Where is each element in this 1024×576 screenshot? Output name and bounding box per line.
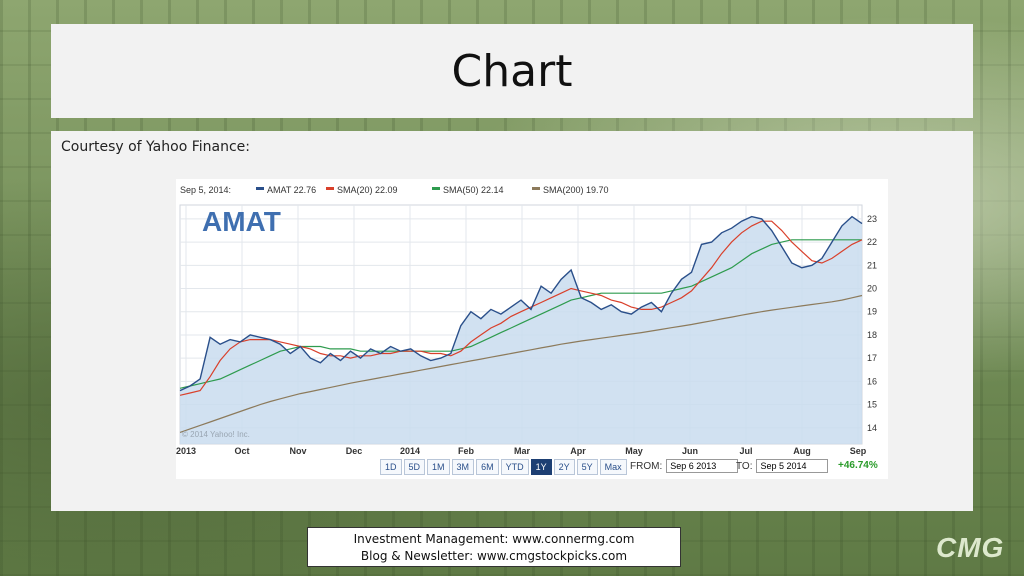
x-tick-label: 2014 [400,446,420,456]
content-panel: Courtesy of Yahoo Finance: 14 15 16 17 18 19 2… [51,131,973,511]
x-tick-label: Dec [346,446,363,456]
ticker-label: AMAT [202,206,281,237]
footer-line-2: Blog & Newsletter: www.cmgstockpicks.com [360,549,628,563]
range-button-6m[interactable]: 6M [476,459,499,475]
range-button-3m[interactable]: 3M [451,459,475,475]
yahoo-watermark: © 2014 Yahoo! Inc. [182,430,250,439]
from-label: FROM: [630,460,663,472]
x-tick-label: Sep [850,446,867,456]
y-tick-label: 21 [867,260,877,270]
series-line-sma50 [179,239,862,389]
to-date-group: TO: [736,459,829,473]
y-tick-label: 18 [867,330,877,340]
y-tick-label: 19 [867,307,877,317]
legend-date: Sep 5, 2014: [180,185,231,195]
y-tick-label: 23 [867,214,877,224]
series-line-sma200 [179,294,863,433]
x-tick-label: May [625,446,643,456]
cmg-logo: CMG [936,532,1005,563]
range-button-5d[interactable]: 5D [403,459,426,475]
percent-change: +46.74% [838,460,878,471]
legend-label: AMAT 22.76 [267,185,316,195]
y-tick-label: 17 [867,353,877,363]
y-tick-label: 20 [867,284,877,294]
to-label: TO: [736,460,753,472]
range-button-5y[interactable]: 5Y [576,459,598,475]
legend-swatch [432,187,440,190]
footer-line-1: Investment Management: www.connermg.com [353,532,635,546]
from-date-input[interactable] [666,459,739,473]
title-panel: Chart [51,24,973,118]
series-line-sma20 [179,220,863,396]
x-tick-label: Feb [458,446,475,456]
chart-svg: 14 15 16 17 18 19 20 21 22 23 2013 Oct Nov Dec 2014 Feb… [176,185,877,456]
legend-label: SMA(50) 22.14 [443,185,504,195]
from-date-group: FROM: [630,459,739,473]
legend-swatch [532,187,540,190]
stock-chart: 14 15 16 17 18 19 20 21 22 23 2013 Oct Nov Dec 2014 Feb… [176,179,888,479]
range-button-ytd[interactable]: YTD [500,459,529,475]
range-button-1y[interactable]: 1Y [530,459,552,475]
legend-swatch [256,187,264,190]
x-tick-label: Jun [682,446,698,456]
y-tick-label: 14 [867,423,877,433]
range-selector: 1D 5D 1M 3M 6M YTD 1Y 2Y 5Y Max [380,459,627,475]
to-date-input[interactable] [756,459,829,473]
y-tick-label: 16 [867,376,877,386]
x-tick-label: 2013 [176,446,196,456]
range-button-1m[interactable]: 1M [427,459,450,475]
x-tick-label: Aug [793,446,811,456]
legend-label: SMA(20) 22.09 [337,185,398,195]
range-button-2y[interactable]: 2Y [553,459,575,475]
courtesy-text: Courtesy of Yahoo Finance: [61,139,250,155]
x-tick-label: Mar [514,446,531,456]
legend-swatch [326,187,334,190]
x-tick-label: Apr [570,446,586,456]
x-tick-label: Nov [289,446,306,456]
x-tick-label: Oct [234,446,249,456]
range-button-1d[interactable]: 1D [380,459,402,475]
range-button-max[interactable]: Max [599,459,627,475]
amat-area [180,216,862,444]
slide-title: Chart [451,45,573,97]
y-tick-label: 15 [867,400,877,410]
series-line-amat [179,215,863,392]
legend-label: SMA(200) 19.70 [543,185,609,195]
x-tick-label: Jul [739,446,752,456]
footer-box: Investment Management: www.connermg.com … [307,527,681,567]
y-tick-label: 22 [867,237,877,247]
